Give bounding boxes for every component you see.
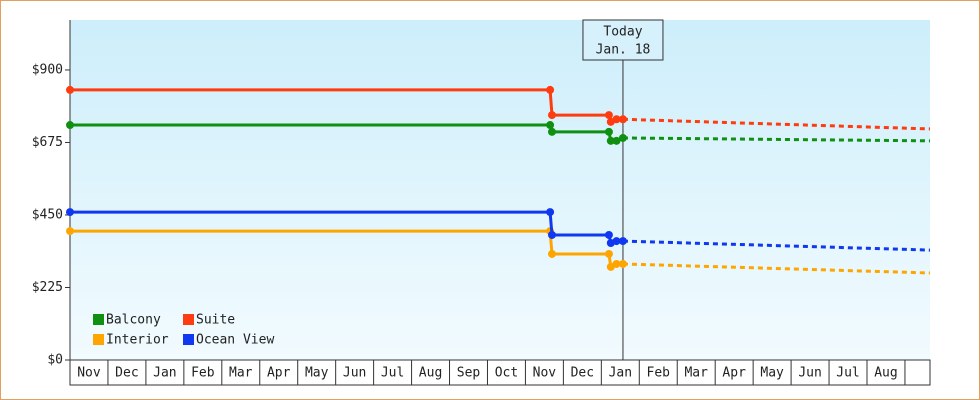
- forecast-line: [622, 136, 931, 143]
- x-tick-label: Aug: [419, 366, 442, 381]
- x-tick-label: Jan: [609, 366, 632, 381]
- today-box: [582, 19, 664, 61]
- x-tick-label: Apr: [267, 366, 291, 381]
- price-point: [546, 208, 555, 217]
- price-point: [612, 259, 621, 268]
- price-point: [546, 85, 555, 94]
- x-tick-label: Feb: [191, 366, 215, 381]
- today-label: Today: [603, 25, 642, 40]
- price-point: [606, 136, 615, 145]
- forecast-line: [622, 117, 931, 131]
- y-tick-label: $225: [32, 280, 63, 295]
- x-tick-label: Jul: [836, 366, 859, 381]
- price-point: [612, 115, 621, 124]
- y-tick-label: $450: [32, 207, 63, 222]
- x-tick-label: Dec: [115, 366, 138, 381]
- price-point: [604, 249, 613, 258]
- price-point: [546, 121, 555, 130]
- x-tick-label: Dec: [571, 366, 594, 381]
- legend-swatch: [93, 314, 104, 325]
- price-point: [612, 136, 621, 145]
- price-point: [66, 121, 74, 130]
- x-tick-label: Nov: [77, 366, 101, 381]
- price-point: [618, 259, 627, 268]
- price-point: [66, 208, 74, 217]
- y-tick-label: $0: [47, 353, 63, 368]
- price-point: [618, 133, 627, 142]
- x-tick-label: Jul: [381, 366, 404, 381]
- legend-label: Interior: [106, 333, 169, 348]
- legend-swatch: [183, 334, 194, 345]
- x-tick-label: Jun: [343, 366, 366, 381]
- price-point: [612, 237, 621, 246]
- x-tick-label: May: [760, 366, 784, 381]
- x-tick-label: Jun: [798, 366, 821, 381]
- price-point: [547, 127, 556, 136]
- x-tick-label: Oct: [495, 366, 518, 381]
- x-tick-label: Jan: [153, 366, 176, 381]
- legend-label: Suite: [196, 313, 235, 328]
- x-tick-label: Feb: [647, 366, 671, 381]
- plot-area: [70, 20, 930, 360]
- forecast-line: [622, 262, 931, 275]
- price-point: [66, 85, 74, 94]
- x-axis-band: [69, 359, 931, 386]
- price-point: [547, 111, 556, 120]
- price-point: [604, 127, 613, 136]
- price-point: [604, 111, 613, 120]
- legend-label: Balcony: [106, 313, 161, 328]
- price-point: [547, 249, 556, 258]
- x-tick-label: Sep: [457, 366, 481, 381]
- forecast-line: [622, 239, 931, 252]
- legend-label: Ocean View: [196, 333, 274, 348]
- y-tick-label: $675: [32, 135, 63, 150]
- x-tick-label: Mar: [684, 366, 708, 381]
- y-tick-label: $900: [32, 62, 63, 77]
- legend-swatch: [183, 314, 194, 325]
- x-tick-label: Nov: [533, 366, 557, 381]
- price-point: [66, 227, 74, 236]
- x-tick-label: Apr: [722, 366, 746, 381]
- price-point: [604, 230, 613, 239]
- x-tick-label: May: [305, 366, 329, 381]
- today-date: Jan. 18: [596, 43, 651, 58]
- x-tick-label: Mar: [229, 366, 253, 381]
- legend-swatch: [93, 334, 104, 345]
- price-point: [618, 237, 627, 246]
- price-point: [547, 230, 556, 239]
- price-point: [618, 115, 627, 124]
- x-tick-label: Aug: [874, 366, 897, 381]
